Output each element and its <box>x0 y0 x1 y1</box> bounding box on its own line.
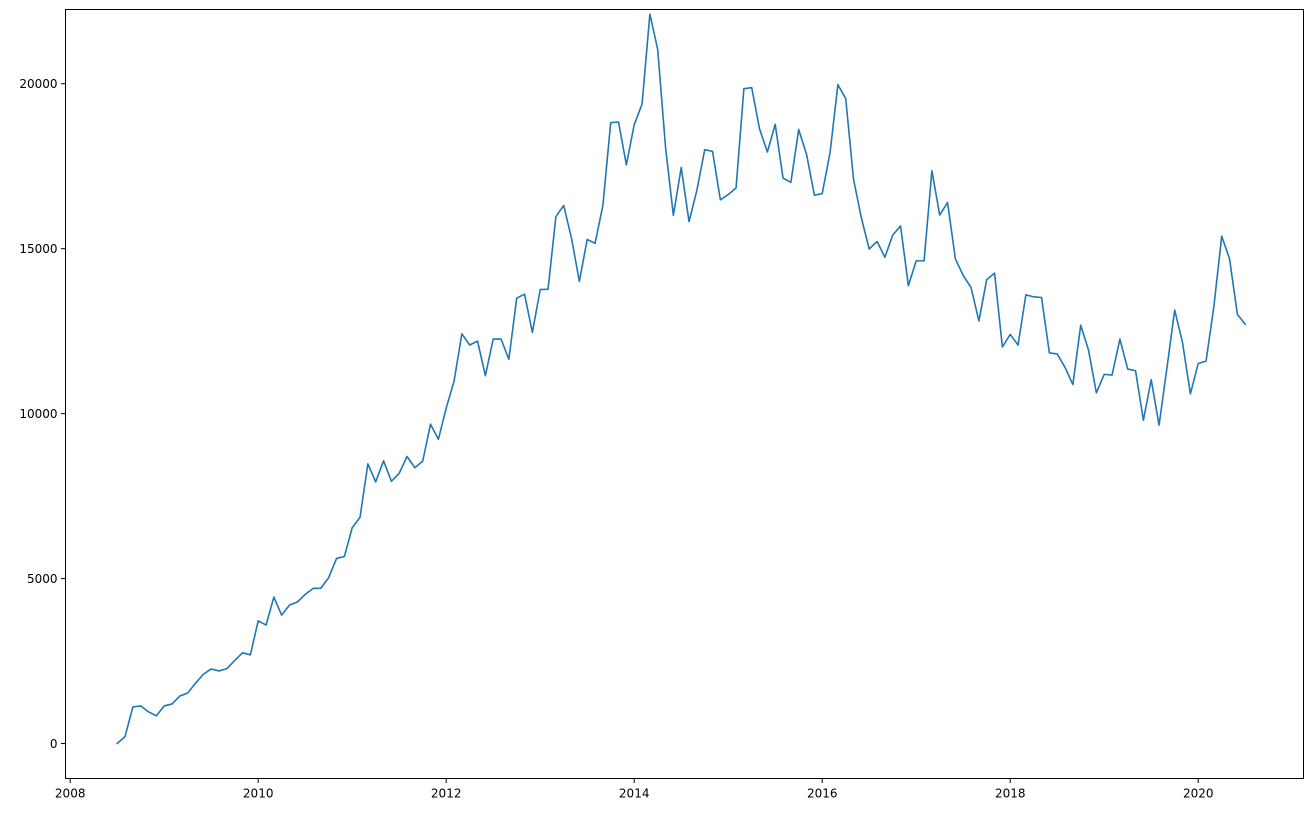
y-tick-label: 10000 <box>19 407 57 421</box>
y-tick-label: 15000 <box>19 242 57 256</box>
y-tick-label: 0 <box>50 737 58 751</box>
x-tick-label: 2012 <box>431 787 462 801</box>
x-tick-label: 2016 <box>807 787 838 801</box>
x-tick-label: 2014 <box>619 787 650 801</box>
x-tick-label: 2008 <box>55 787 86 801</box>
x-tick-label: 2010 <box>243 787 274 801</box>
x-tick-label: 2018 <box>995 787 1026 801</box>
x-tick-label: 2020 <box>1183 787 1214 801</box>
y-tick-label: 5000 <box>27 572 58 586</box>
y-tick-label: 20000 <box>19 77 57 91</box>
